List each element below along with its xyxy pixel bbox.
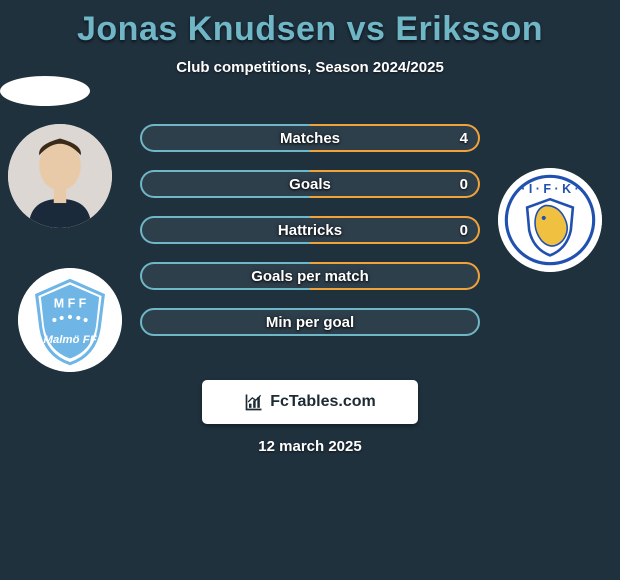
bar-chart-icon <box>244 392 264 412</box>
page-title: Jonas Knudsen vs Eriksson <box>0 0 620 49</box>
brand-badge[interactable]: FcTables.com <box>202 380 418 424</box>
bar-right-half <box>310 262 480 290</box>
player-right-avatar <box>0 76 90 106</box>
bar-left-half <box>140 216 310 244</box>
bar-right-half <box>310 216 480 244</box>
stat-bar: Min per goal <box>140 308 480 336</box>
shield-icon: M F F Malmö FF <box>18 268 122 372</box>
stat-bar: Hattricks0 <box>140 216 480 244</box>
club-left-crest: M F F Malmö FF <box>18 268 122 372</box>
club-right-crest: · I · F · K · <box>498 168 602 272</box>
bar-left-half <box>140 170 310 198</box>
bar-left-half <box>140 124 310 152</box>
stat-bar: Goals per match <box>140 262 480 290</box>
bar-left-half <box>140 262 310 290</box>
person-icon <box>8 124 112 228</box>
svg-text:Malmö FF: Malmö FF <box>43 334 97 346</box>
stat-bar: Goals0 <box>140 170 480 198</box>
subtitle: Club competitions, Season 2024/2025 <box>0 59 620 76</box>
svg-text:M F F: M F F <box>54 297 87 311</box>
bar-right-half <box>310 170 480 198</box>
svg-text:· I · F · K ·: · I · F · K · <box>521 182 578 196</box>
bar-left-half <box>140 308 480 336</box>
player-left-avatar <box>8 124 112 228</box>
bar-right-half <box>310 124 480 152</box>
stat-bar: Matches4 <box>140 124 480 152</box>
shield-icon: · I · F · K · <box>498 168 602 272</box>
stat-bars: Matches4 Goals0 Hattricks0 Goals per match M… <box>140 124 480 354</box>
date-text: 12 march 2025 <box>0 438 620 455</box>
brand-text: FcTables.com <box>270 393 376 411</box>
